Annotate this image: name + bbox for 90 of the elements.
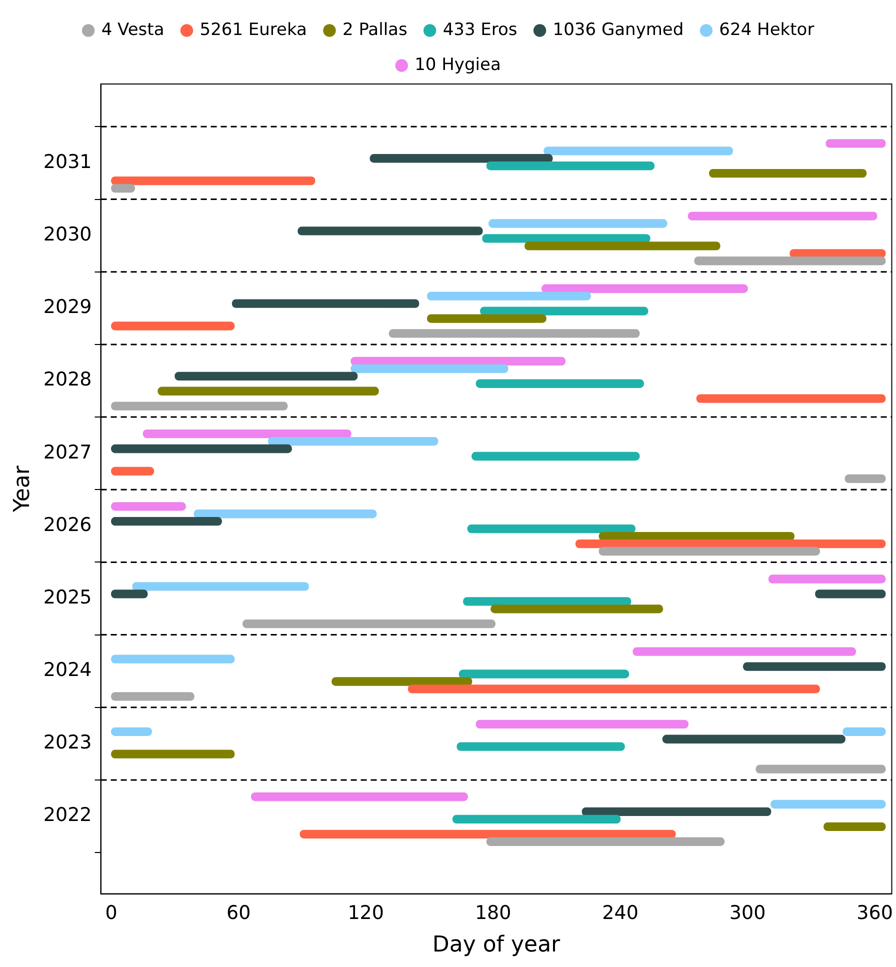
y-tick-label: 2022: [43, 804, 92, 826]
y-tick-label: 2029: [43, 296, 92, 318]
bar: [770, 800, 886, 809]
x-tick-label: 0: [105, 902, 118, 924]
bar: [174, 372, 358, 380]
legend-label: 1036 Ganymed: [552, 20, 684, 40]
bar: [111, 176, 316, 186]
bar: [467, 524, 636, 534]
bar: [388, 329, 640, 338]
bar: [370, 154, 553, 163]
bar: [488, 219, 668, 228]
bar: [826, 139, 886, 148]
bar: [408, 684, 820, 694]
bar: [250, 792, 468, 802]
bar: [582, 807, 772, 816]
bar: [111, 502, 186, 511]
bar: [756, 764, 886, 774]
bar: [111, 402, 288, 410]
x-tick-label: 180: [474, 902, 512, 924]
bar: [476, 379, 644, 388]
bar: [452, 814, 621, 824]
bar: [332, 677, 472, 686]
bar: [111, 322, 235, 330]
bar: [111, 654, 235, 664]
bar: [662, 734, 846, 744]
bar: [458, 670, 630, 678]
bar: [111, 444, 292, 454]
x-tick-label: 300: [729, 902, 766, 924]
bar: [132, 582, 309, 591]
bar: [111, 590, 148, 598]
bar: [111, 692, 194, 701]
bar: [158, 386, 379, 396]
y-tick-label: 2031: [43, 150, 92, 173]
legend-label: 624 Hektor: [719, 20, 814, 40]
bar: [688, 212, 878, 220]
bar: [111, 750, 235, 758]
bar: [575, 539, 886, 548]
y-tick-label: 2030: [43, 223, 92, 246]
legend-label: 2 Pallas: [342, 20, 408, 40]
y-tick-label: 2027: [43, 441, 92, 464]
bar: [742, 662, 886, 671]
bar: [111, 517, 222, 526]
bar: [694, 256, 886, 266]
x-tick-label: 240: [602, 902, 638, 924]
bar: [456, 742, 625, 751]
x-tick-label: 60: [226, 902, 251, 924]
bar: [480, 306, 648, 316]
bar: [824, 822, 886, 831]
bar: [111, 466, 154, 476]
bar: [524, 242, 720, 250]
y-tick-label: 2025: [43, 586, 92, 608]
x-tick-label: 120: [348, 902, 384, 924]
bar: [842, 727, 886, 736]
bar: [427, 314, 546, 323]
bar: [111, 727, 152, 736]
y-axis-title: Year: [10, 464, 35, 514]
bar: [598, 546, 820, 556]
bar: [142, 429, 352, 438]
bar: [486, 837, 725, 846]
legend-label: 5261 Eureka: [200, 20, 307, 40]
bar: [844, 474, 886, 483]
bar: [486, 162, 655, 170]
bar: [427, 292, 591, 300]
y-tick-label: 2024: [43, 659, 92, 682]
bar: [268, 436, 438, 446]
bar: [768, 574, 886, 584]
bar: [476, 720, 688, 728]
bar: [300, 830, 676, 838]
bar: [490, 604, 664, 614]
bar: [709, 169, 867, 178]
bar: [542, 284, 748, 293]
legend-label: 4 Vesta: [101, 20, 164, 40]
y-tick-label: 2023: [43, 732, 92, 754]
bar: [232, 299, 420, 308]
bar: [194, 510, 377, 518]
bar: [815, 590, 886, 598]
x-axis-title: Day of year: [432, 932, 562, 958]
y-tick-label: 2028: [43, 368, 92, 391]
x-tick-label: 360: [856, 902, 893, 924]
legend-label: 10 Hygiea: [414, 54, 501, 75]
bar: [298, 226, 483, 236]
bar: [632, 647, 856, 656]
bar: [544, 146, 734, 156]
legend-label: 433 Eros: [442, 20, 518, 40]
bar: [350, 364, 508, 374]
bar: [696, 394, 886, 403]
bar: [472, 452, 640, 461]
bar: [242, 620, 496, 628]
y-tick-label: 2026: [43, 514, 92, 536]
bar: [350, 356, 566, 366]
